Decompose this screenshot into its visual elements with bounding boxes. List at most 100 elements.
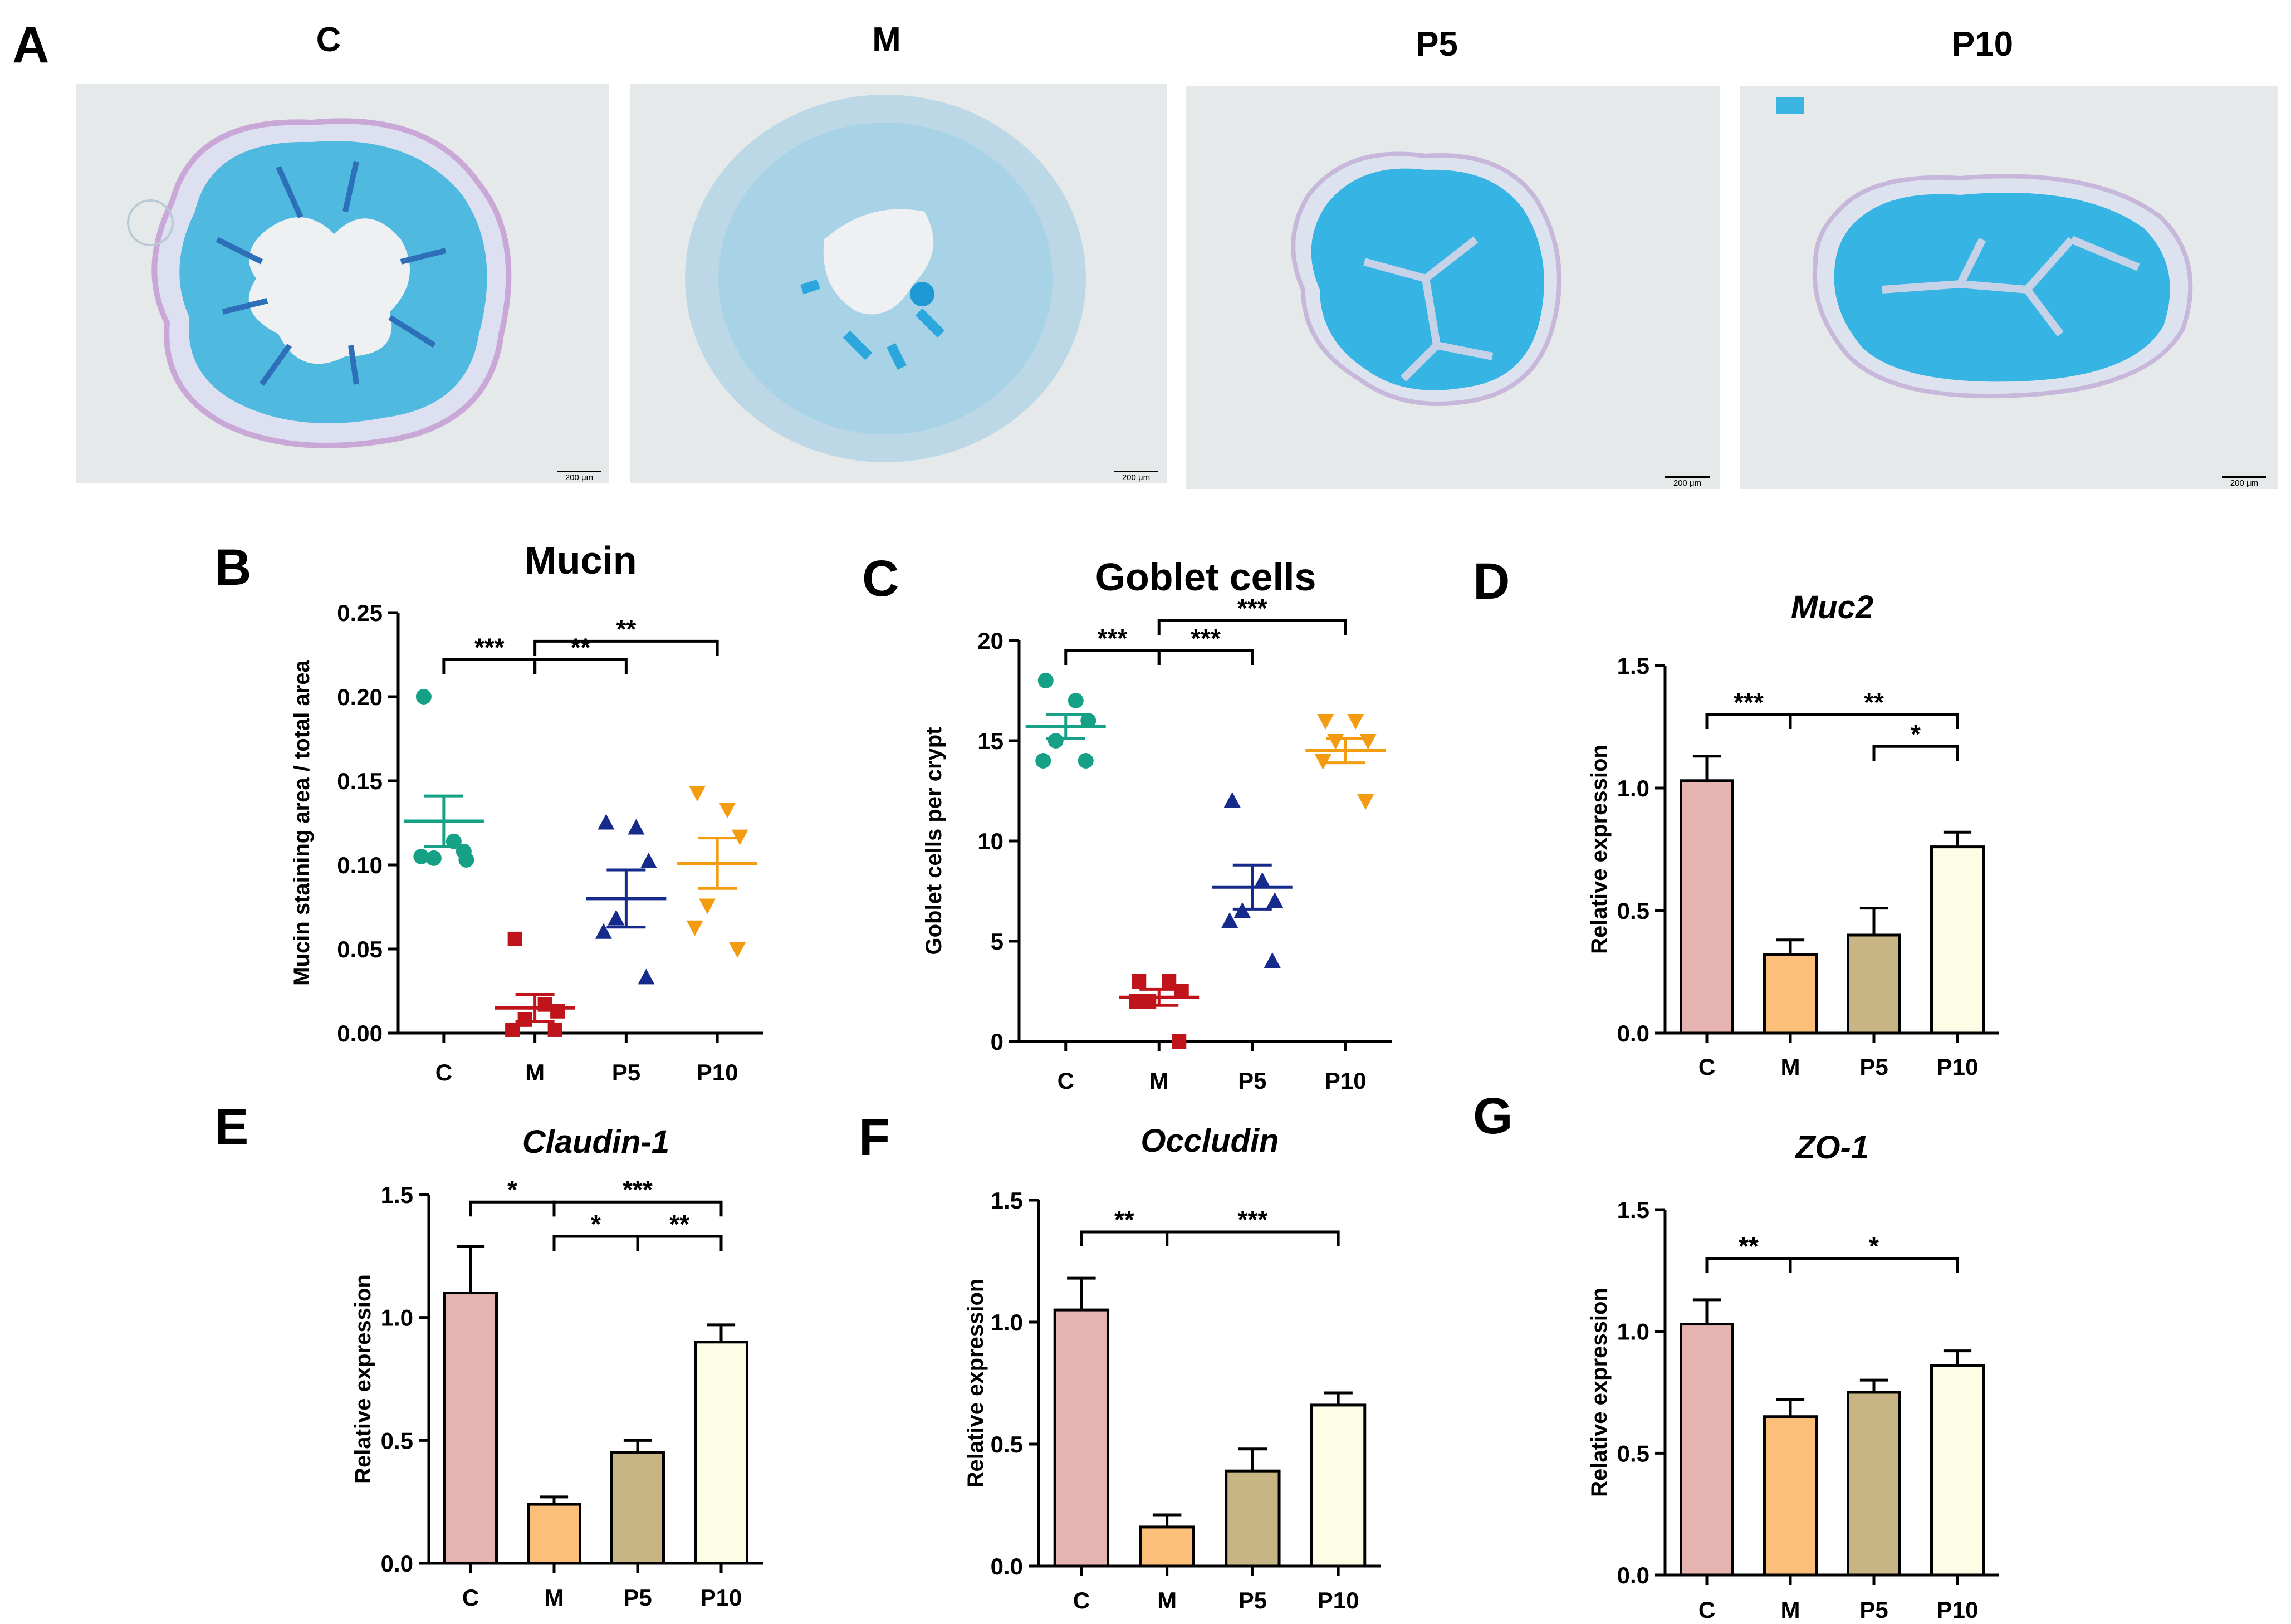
bar-m [527,1503,581,1565]
data-point-c [1068,693,1084,708]
y-tick-label: 0.05 [337,936,383,962]
data-point-p10 [689,786,706,802]
x-tick-label: C [462,1584,479,1611]
chart-title: Mucin [524,539,637,582]
bar-c [1680,1323,1734,1577]
panel-letter-a: A [12,17,49,74]
y-tick-label: 1.5 [1617,653,1649,679]
x-tick-label: M [1781,1597,1800,1623]
y-tick-label: 0.10 [337,852,383,878]
scale-bar-m: 200 μm [1122,473,1150,482]
bar-p10 [1930,1364,1985,1577]
y-tick-label: 1.0 [1617,1319,1649,1345]
x-tick-label: P10 [697,1059,738,1085]
y-tick-label: 0.20 [337,684,383,710]
panel-letter-e: E [214,1099,248,1156]
data-point-m [537,997,552,1012]
y-tick-label: 1.0 [381,1305,413,1331]
histology-label-c: C [316,21,341,59]
significance-label: ** [669,1210,689,1239]
y-tick-label: 10 [977,828,1003,854]
data-point-m [505,1022,520,1037]
data-point-c [415,689,432,705]
x-tick-label: P10 [1318,1587,1359,1613]
y-tick-label: 1.5 [991,1187,1023,1214]
significance-bracket [1166,1230,1340,1246]
data-point-p10 [1347,714,1364,730]
significance-bracket [533,658,628,674]
chart-c: C Goblet cells Goblet cells per crypt 0 5 10 1… [862,550,1392,1094]
significance-label: *** [1238,1205,1268,1234]
y-axis-label: Relative expression [351,1274,375,1484]
significance-label: *** [623,1175,653,1204]
x-tick-label: C [435,1059,452,1085]
histology-label-p5: P5 [1416,25,1458,63]
panel-letter-d: D [1473,553,1510,610]
data-point-p5 [1264,952,1281,968]
significance-label: *** [1191,624,1221,653]
significance-bracket [1157,619,1347,635]
significance-label: *** [1237,594,1267,623]
significance-label: *** [1098,624,1128,653]
x-tick-label: P5 [1238,1068,1266,1094]
y-tick-label: 20 [977,628,1003,654]
panel-letter-g: G [1473,1088,1513,1144]
data-point-p5 [638,968,655,985]
significance-label: * [1869,1231,1879,1260]
y-tick-label: 0.00 [337,1020,383,1046]
data-point-p10 [1317,714,1334,730]
bar-c [1680,779,1734,1035]
x-tick-label: C [1698,1054,1715,1080]
y-axis-label: Goblet cells per crypt [922,727,946,955]
y-tick-label: 5 [991,928,1003,955]
y-tick-label: 0.5 [1617,898,1649,924]
x-tick-label: M [1149,1068,1169,1094]
significance-bracket [1872,745,1959,761]
data-point-p5 [595,923,612,939]
significance-label: *** [474,633,505,662]
data-point-p5 [598,814,615,830]
x-tick-label: M [525,1059,545,1085]
panel-a: A C M P5 P10 200 μm 200 μm [12,17,2278,489]
data-point-m [507,931,522,946]
x-tick-label: P10 [1937,1597,1979,1623]
data-point-p5 [1254,872,1271,888]
x-tick-label: M [1781,1054,1800,1080]
x-tick-label: P5 [623,1584,652,1611]
data-point-m [1132,974,1147,989]
y-tick-label: 15 [977,728,1003,754]
x-tick-label: P5 [1859,1054,1888,1080]
bar-c [443,1292,498,1565]
significance-label: ** [616,614,636,643]
x-tick-label: C [1698,1597,1715,1623]
y-tick-label: 1.5 [381,1182,413,1208]
data-point-c [425,850,442,866]
histology-image-c: 200 μm [76,84,609,483]
x-tick-label: P10 [1937,1054,1979,1080]
y-axis-label: Relative expression [1587,745,1612,954]
data-point-m [1172,1034,1187,1049]
y-tick-label: 0 [991,1029,1003,1055]
bar-p10 [694,1341,748,1565]
y-tick-label: 0.5 [381,1427,413,1454]
bar-p10 [1930,845,1985,1035]
bar-m [1139,1525,1195,1568]
y-tick-label: 1.0 [991,1309,1023,1336]
x-tick-label: P5 [612,1059,640,1085]
data-point-p10 [699,898,716,914]
histology-label-m: M [872,21,901,59]
significance-bracket [1789,713,1959,729]
bar-p5 [610,1451,665,1565]
data-point-p5 [1221,912,1238,928]
y-axis-label: Mucin staining area / total area [290,659,314,985]
histology-image-p10: 200 μm [1740,86,2278,489]
data-point-m [517,1012,532,1027]
chart-d: D Muc2 Relative expression 0.0 0.5 1.0 1.5 C M P5… [1473,553,1999,1080]
panel-letter-f: F [859,1109,890,1166]
bar-p5 [1847,933,1901,1035]
data-point-m [547,1022,562,1037]
bar-m [1763,953,1818,1035]
significance-label: * [591,1210,601,1239]
y-tick-label: 0.25 [337,600,383,626]
y-tick-label: 0.0 [381,1550,413,1577]
